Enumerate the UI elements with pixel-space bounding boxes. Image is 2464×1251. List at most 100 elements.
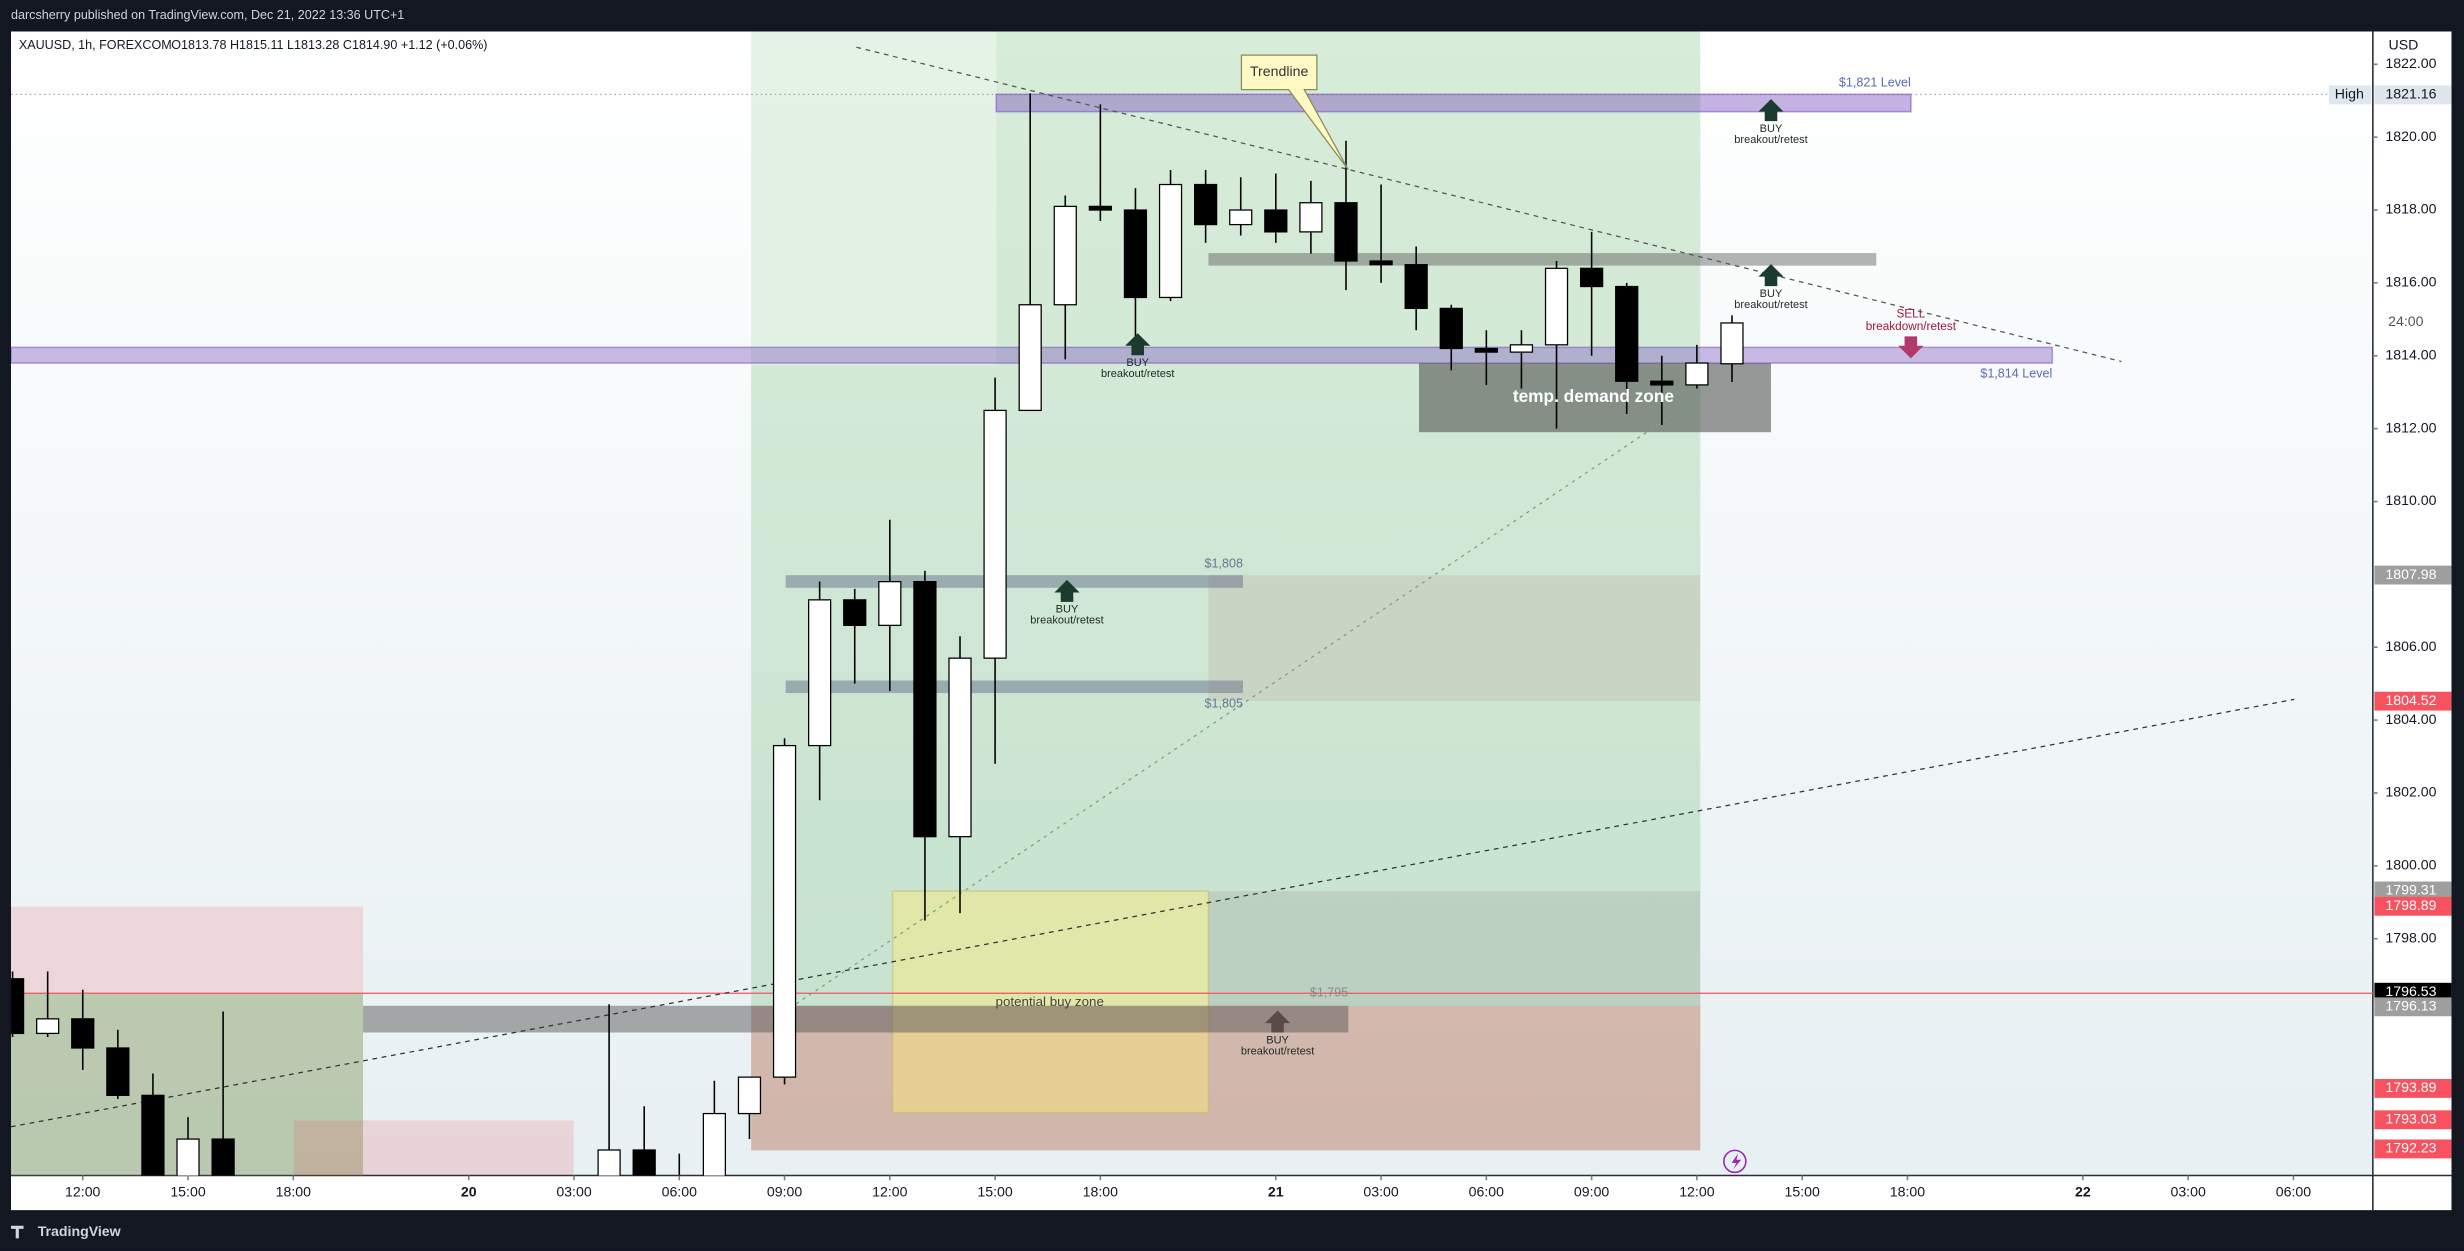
grey-zone [1208,891,1701,1006]
quote: O1813.78 H1815.11 L1813.28 C1814.90 +1.1… [171,38,487,52]
candle-body [211,1138,235,1176]
y-tick-label: 1822.00 [2385,55,2436,71]
sell-arrow [1898,336,1924,359]
grey-zone [1208,575,1701,701]
level-label: $1,805 [1205,696,1243,710]
candles [11,93,1744,1176]
candle-body [1439,307,1463,350]
x-tick-label: 03:00 [2170,1184,2205,1200]
publisher: darcsherry published on TradingView.com,… [11,8,404,22]
footer-logo[interactable]: TradingView [38,1223,122,1239]
candle-body [1053,205,1077,306]
long-position-zone [751,31,1701,1151]
price-mark-label: 1796.13 [2385,998,2436,1014]
candle-body [1579,267,1604,288]
y-tick-label: 1810.00 [2385,492,2436,508]
buy-arrow [1125,333,1151,356]
time-axis [11,1175,2452,1211]
candle-body [1544,267,1569,346]
candle-body [176,1138,200,1176]
potential-buy-zone [891,890,1210,1114]
temp-demand-zone [1419,363,1771,433]
callout-box [1240,54,1349,171]
price-mark [2374,982,2452,1002]
candle-body [843,599,867,626]
price-mark [2374,896,2452,916]
buy-arrow [1054,579,1080,602]
candle-body [1264,209,1288,233]
price-mark [2374,1139,2452,1159]
price-mark [2374,1078,2452,1098]
x-tick-label: 15:00 [1784,1184,1819,1200]
x-tick-label: 06:00 [2276,1184,2311,1200]
candle-body [702,1112,727,1176]
candle-body [808,599,832,747]
candle-body [772,744,797,1078]
signal-text: breakdown/retest [1866,320,1957,333]
x-tick-label: 18:00 [276,1184,311,1200]
price-mark-label: 1799.31 [2385,882,2436,898]
candle-body [1018,304,1042,412]
signal-text: breakout/retest [1101,368,1174,380]
x-tick-label: 09:00 [1574,1184,1609,1200]
candle-body [141,1094,165,1176]
price-mark-label: 1798.89 [2385,897,2436,913]
price-mark [2374,691,2452,711]
price-mark [2374,85,2452,105]
x-tick-label: 12:00 [872,1184,907,1200]
trendline [11,698,2295,1128]
signal-side: BUY [1056,604,1079,616]
candle-body [878,581,902,626]
signal-side: SELL [1896,307,1925,320]
x-tick-label: 12:00 [65,1184,100,1200]
level-bar [1208,253,1877,266]
price-mark [2374,997,2452,1017]
candle-body [737,1076,762,1115]
level-1795 [363,1005,1349,1033]
zone-shade [751,31,997,365]
zone-label: temp. demand zone [1513,386,1675,406]
x-tick-label: 22 [2075,1184,2091,1200]
candle-body [597,1149,621,1176]
signal-side: BUY [1760,123,1783,135]
y-tick-label: 1820.00 [2385,128,2436,144]
candle-body [36,1018,60,1035]
price-mark-label: 1821.16 [2385,86,2436,102]
x-tick-label: 06:00 [1469,1184,1504,1200]
y-tick-label: 1812.00 [2385,419,2436,435]
y-tick-label: 1804.00 [2385,711,2436,727]
level-label: $1,821 Level [1839,76,1911,90]
price-mark-label: 1807.98 [2385,566,2436,582]
candle-body [106,1047,130,1096]
short-zone [293,1120,574,1176]
x-tick-label: 06:00 [662,1184,697,1200]
high-tag-label: High [2335,86,2364,102]
candle-body [913,581,937,838]
level-1821 [995,93,1912,113]
event-icon[interactable] [1723,1149,1747,1174]
y-tick-label: 1798.00 [2385,929,2436,945]
candle-body [1720,322,1744,365]
x-tick-label: 15:00 [977,1184,1012,1200]
candle-body [1474,347,1498,353]
level-1808 [785,575,1243,588]
candle-body [71,1018,95,1049]
candle-body [1615,285,1639,382]
candle-body [948,657,972,838]
x-tick-label: 18:00 [1083,1184,1118,1200]
candle-body [632,1149,656,1176]
candle-body [1194,183,1218,226]
x-tick-label: 03:00 [556,1184,591,1200]
y-tick-label: 1816.00 [2385,274,2436,290]
candle-body [1685,362,1709,386]
short-zone [11,906,363,1176]
level-1805 [785,680,1243,694]
currency: USD [2389,36,2419,52]
trendline [856,46,2122,363]
y-tick-label: 1814.00 [2385,346,2436,362]
high-tag [2328,85,2372,105]
price-mark [2374,881,2452,901]
x-tick-label: 21 [1268,1184,1284,1200]
